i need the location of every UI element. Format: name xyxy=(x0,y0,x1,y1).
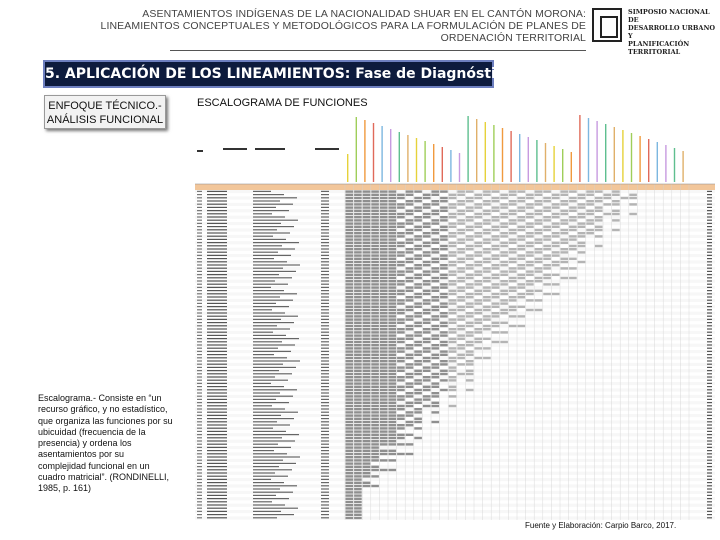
header-line-2: LINEAMIENTOS CONCEPTUALES Y METODOLÓGICO… xyxy=(100,20,586,32)
escalograma-matrix-image xyxy=(195,115,715,520)
enfoque-line-1: ENFOQUE TÉCNICO.- xyxy=(48,100,162,112)
header-line-3: ORDENACIÓN TERRITORIAL xyxy=(440,32,586,44)
source-caption: Fuente y Elaboración: Carpio Barco, 2017… xyxy=(525,521,677,530)
enfoque-line-2: ANÁLISIS FUNCIONAL xyxy=(46,114,164,126)
section-title-banner: 5. APLICACIÓN DE LOS LINEAMIENTOS: Fase … xyxy=(43,60,514,88)
enfoque-box: ENFOQUE TÉCNICO.- ANÁLISIS FUNCIONAL xyxy=(44,95,166,129)
header-line-1: ASENTAMIENTOS INDÍGENAS DE LA NACIONALID… xyxy=(142,8,586,20)
header-divider xyxy=(170,50,586,51)
document-header: ASENTAMIENTOS INDÍGENAS DE LA NACIONALID… xyxy=(90,8,586,44)
logo-mark-icon xyxy=(592,8,622,42)
symposium-logo: SIMPOSIO NACIONAL DE DESARROLLO URBANO Y… xyxy=(592,6,715,56)
escalograma-title: ESCALOGRAMA DE FUNCIONES xyxy=(197,97,368,109)
logo-text: SIMPOSIO NACIONAL DE DESARROLLO URBANO Y… xyxy=(628,8,716,56)
escalograma-description: Escalograma.- Consiste en “un recurso gr… xyxy=(38,393,173,494)
